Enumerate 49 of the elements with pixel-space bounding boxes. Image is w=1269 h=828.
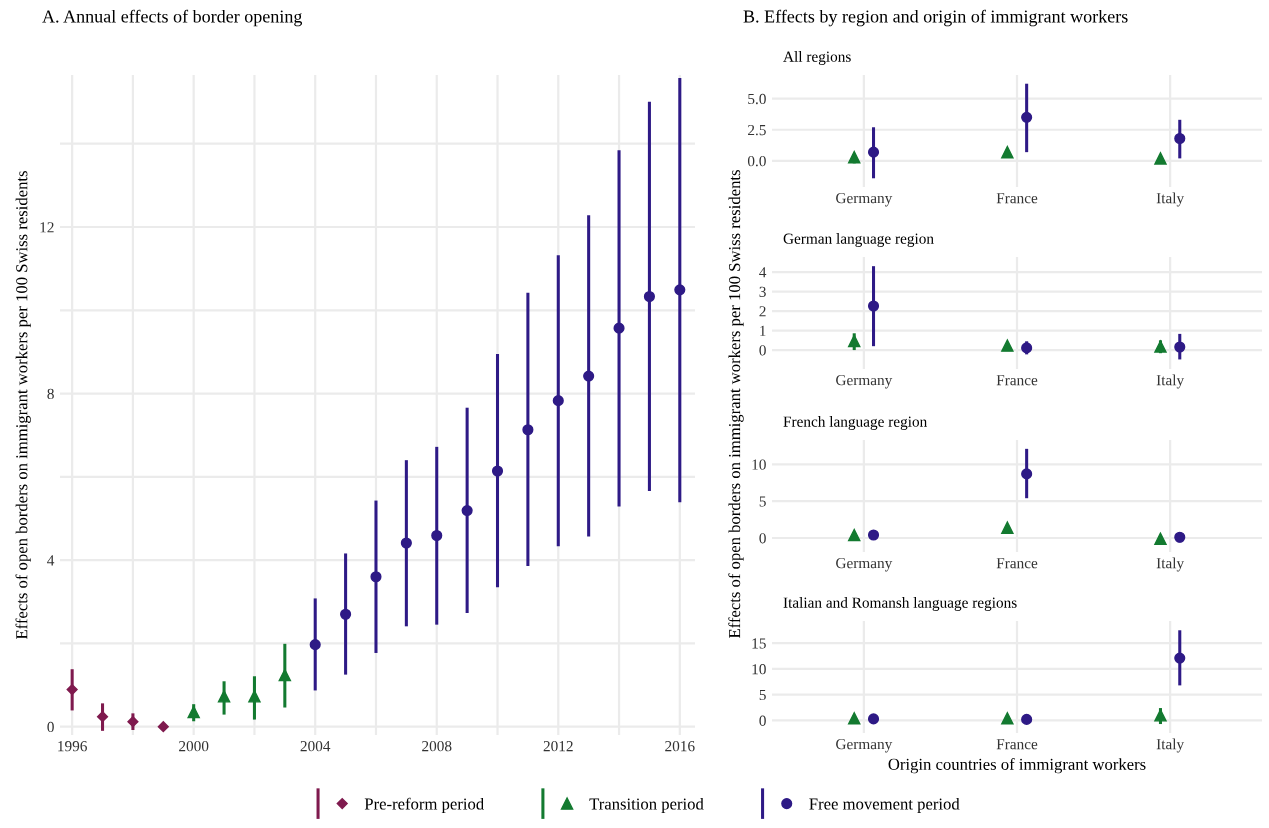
y-axis-title: Effects of open borders on immigrant workers per 100 Swiss residents bbox=[15, 171, 31, 640]
chart-title: German language region bbox=[783, 233, 934, 247]
x-tick-label: Germany bbox=[836, 193, 893, 207]
y-tick-label: 3 bbox=[759, 286, 766, 297]
x-tick-label: France bbox=[996, 193, 1038, 204]
x-axis-title: Origin countries of immigrant workers bbox=[888, 758, 1146, 774]
y-tick-label: 12 bbox=[40, 222, 54, 233]
x-tick-label: Germany bbox=[836, 558, 893, 572]
x-tick-label: 2008 bbox=[422, 741, 452, 752]
legend-label: Free movement period bbox=[809, 797, 960, 813]
y-tick-label: 10 bbox=[752, 664, 766, 675]
x-tick-label: Italy bbox=[1156, 557, 1185, 572]
legend-label: Transition period bbox=[589, 797, 704, 813]
y-tick-label: 5 bbox=[759, 689, 766, 701]
y-tick-label: 4 bbox=[47, 555, 55, 566]
chart-title: B. Effects by region and origin of immigrant workers bbox=[743, 9, 1128, 27]
y-tick-label: 2 bbox=[759, 306, 766, 317]
chart-title: Italian and Romansh language regions bbox=[783, 597, 1017, 611]
y-tick-label: 10 bbox=[752, 459, 766, 470]
y-tick-label: 0.0 bbox=[747, 156, 766, 167]
y-tick-label: 0 bbox=[759, 533, 766, 544]
legend-label: Pre-reform period bbox=[364, 797, 484, 813]
y-tick-label: 15 bbox=[752, 638, 766, 649]
x-tick-label: Italy bbox=[1156, 738, 1185, 753]
chart-title: French language region bbox=[783, 416, 927, 430]
y-tick-label: 0 bbox=[759, 345, 766, 356]
x-tick-label: France bbox=[996, 739, 1038, 750]
y-tick-label: 4 bbox=[759, 267, 767, 278]
x-tick-label: Italy bbox=[1156, 192, 1185, 207]
chart-title: A. Annual effects of border opening bbox=[42, 9, 303, 27]
x-tick-label: 2000 bbox=[179, 741, 209, 752]
chart-subtitle: All regions bbox=[783, 51, 851, 65]
x-tick-label: France bbox=[996, 375, 1038, 386]
y-tick-label: 1 bbox=[760, 325, 766, 336]
y-tick-label: 5 bbox=[759, 496, 766, 507]
x-tick-label: 2004 bbox=[300, 741, 331, 752]
x-tick-label: 1996 bbox=[58, 741, 87, 752]
x-tick-label: 2016 bbox=[665, 741, 695, 752]
y-tick-label: 0 bbox=[759, 715, 766, 726]
y-tick-label: 0 bbox=[47, 721, 54, 733]
x-tick-label: France bbox=[996, 558, 1038, 569]
x-tick-label: Germany bbox=[836, 739, 893, 753]
y-tick-label: 8 bbox=[47, 388, 54, 399]
y-axis-title: Effects of open borders on immigrant workers per 100 Swiss residents bbox=[728, 170, 744, 639]
y-tick-label: 5.0 bbox=[748, 93, 766, 105]
y-tick-label: 2.5 bbox=[748, 124, 766, 136]
x-tick-label: Italy bbox=[1156, 374, 1185, 389]
x-tick-label: 2012 bbox=[543, 741, 573, 752]
x-tick-label: Germany bbox=[836, 375, 893, 389]
